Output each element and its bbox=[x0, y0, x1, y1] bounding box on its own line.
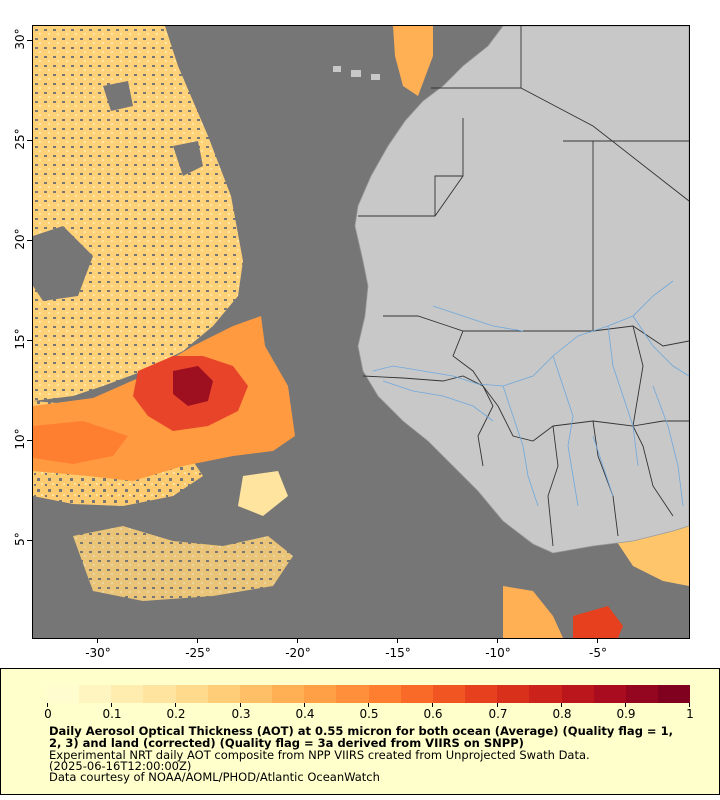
colorbar-swatch bbox=[432, 685, 466, 703]
aot-patch-south bbox=[73, 526, 293, 601]
aot-map bbox=[32, 25, 690, 639]
no-data-patch bbox=[33, 226, 93, 301]
lon-label-minus10: -10° bbox=[485, 646, 511, 660]
colorbar-label-0.3: 0.3 bbox=[231, 707, 251, 721]
lat-tick bbox=[27, 340, 32, 341]
island bbox=[371, 74, 380, 80]
colorbar-swatch bbox=[400, 685, 433, 703]
lon-label-minus30: -30° bbox=[85, 646, 111, 660]
colorbar-swatch bbox=[272, 685, 305, 703]
lon-tick bbox=[97, 638, 98, 643]
lat-label-25: 25° bbox=[13, 128, 27, 150]
colorbar-tick bbox=[497, 703, 498, 707]
colorbar-tick bbox=[689, 703, 690, 707]
lon-tick bbox=[597, 638, 598, 643]
colorbar-label-0.5: 0.5 bbox=[359, 707, 379, 721]
colorbar-swatch bbox=[561, 685, 594, 703]
colorbar-label-0.2: 0.2 bbox=[166, 707, 186, 721]
aot-patch-south-2 bbox=[238, 471, 288, 516]
colorbar-tick bbox=[240, 703, 241, 707]
colorbar-label-0.8: 0.8 bbox=[552, 707, 572, 721]
colorbar-swatch bbox=[47, 685, 80, 703]
country-borders bbox=[358, 26, 689, 547]
colorbar-swatch bbox=[657, 685, 691, 703]
island bbox=[333, 66, 341, 72]
legend-description: Experimental NRT daily AOT composite fro… bbox=[49, 748, 590, 762]
colorbar-swatch bbox=[336, 685, 369, 703]
aot-plume-lower bbox=[33, 421, 128, 464]
map-canvas bbox=[33, 26, 689, 638]
lon-tick bbox=[197, 638, 198, 643]
colorbar-tick bbox=[111, 703, 112, 707]
colorbar-tick bbox=[47, 703, 48, 707]
lat-tick bbox=[27, 540, 32, 541]
aot-patch-gulf bbox=[503, 586, 563, 638]
aot-plume-dark bbox=[173, 366, 213, 406]
colorbar-swatch bbox=[465, 685, 498, 703]
legend-title: Daily Aerosol Optical Thickness (AOT) at… bbox=[49, 724, 673, 750]
colorbar-swatch bbox=[625, 685, 658, 703]
lon-label-minus15: -15° bbox=[385, 646, 411, 660]
colorbar-tick bbox=[175, 703, 176, 707]
lat-label-10: 10° bbox=[13, 428, 27, 450]
colorbar-label-0: 0 bbox=[44, 707, 52, 721]
colorbar-tick bbox=[368, 703, 369, 707]
africa-land bbox=[354, 26, 689, 554]
lat-label-20: 20° bbox=[13, 228, 27, 250]
colorbar-label-0.6: 0.6 bbox=[423, 707, 443, 721]
lat-label-30: 30° bbox=[13, 28, 27, 50]
colorbar-tick bbox=[561, 703, 562, 707]
colorbar-swatch bbox=[304, 685, 337, 703]
colorbar-tick bbox=[304, 703, 305, 707]
colorbar-label-1: 1 bbox=[686, 707, 694, 721]
aot-patch-canary bbox=[393, 26, 433, 96]
colorbar-label-0.7: 0.7 bbox=[488, 707, 508, 721]
legend-panel: 0 0.1 0.2 0.3 0.4 0.5 0.6 0.7 0.8 0.9 1 … bbox=[0, 668, 720, 795]
legend-date: (2025-06-16T12:00:00Z) bbox=[49, 759, 192, 773]
lon-tick bbox=[397, 638, 398, 643]
lat-tick bbox=[27, 240, 32, 241]
no-data-patch bbox=[173, 141, 203, 176]
no-data-patch bbox=[103, 81, 133, 111]
aot-swath-west bbox=[33, 26, 243, 401]
lat-label-5: 5° bbox=[13, 532, 27, 546]
lat-tick bbox=[27, 40, 32, 41]
colorbar-swatch bbox=[529, 685, 562, 703]
lon-tick bbox=[297, 638, 298, 643]
colorbar-swatch bbox=[593, 685, 626, 703]
colorbar-label-0.1: 0.1 bbox=[102, 707, 122, 721]
colorbar-swatch bbox=[207, 685, 240, 703]
colorbar-tick bbox=[432, 703, 433, 707]
lon-label-minus25: -25° bbox=[185, 646, 211, 660]
colorbar-swatch bbox=[368, 685, 401, 703]
lat-tick bbox=[27, 140, 32, 141]
colorbar-label-0.4: 0.4 bbox=[295, 707, 315, 721]
aot-patch-gulf-red bbox=[573, 606, 623, 638]
legend-credit: Data courtesy of NOAA/AOML/PHOD/Atlantic… bbox=[49, 770, 380, 784]
lat-label-15: 15° bbox=[13, 328, 27, 350]
colorbar-swatch bbox=[497, 685, 530, 703]
colorbar bbox=[47, 685, 691, 703]
lon-label-minus20: -20° bbox=[285, 646, 311, 660]
island bbox=[351, 70, 361, 77]
colorbar-swatch bbox=[79, 685, 112, 703]
lon-label-minus5: -5° bbox=[589, 646, 607, 660]
colorbar-swatch bbox=[111, 685, 144, 703]
colorbar-swatch bbox=[239, 685, 273, 703]
lon-tick bbox=[497, 638, 498, 643]
rivers bbox=[372, 280, 689, 507]
colorbar-label-0.9: 0.9 bbox=[616, 707, 636, 721]
lat-tick bbox=[27, 440, 32, 441]
colorbar-swatch bbox=[175, 685, 208, 703]
colorbar-tick bbox=[625, 703, 626, 707]
colorbar-swatch bbox=[143, 685, 176, 703]
